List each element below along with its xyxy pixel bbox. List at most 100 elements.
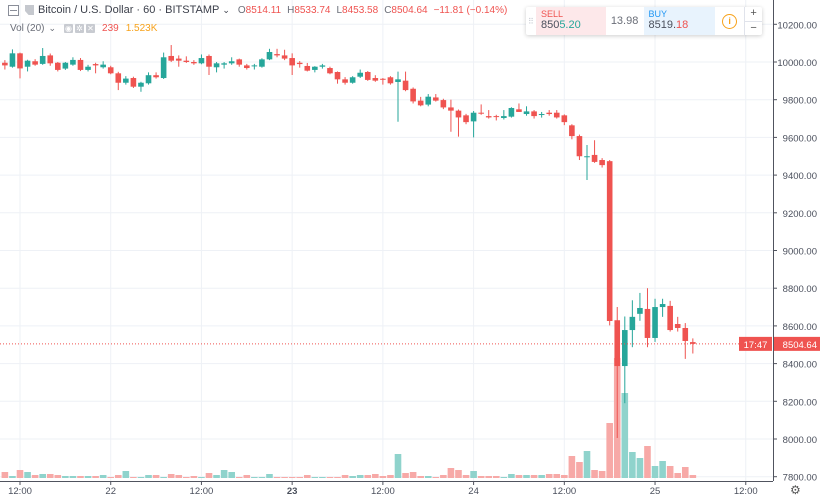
- price-tick-label: 10000.00: [777, 58, 817, 69]
- volume-bar: [251, 477, 258, 478]
- candle: [39, 48, 46, 65]
- candle-body: [191, 62, 197, 64]
- candle-body: [410, 88, 416, 102]
- candle-body: [402, 80, 409, 91]
- candle-body: [364, 71, 371, 80]
- volume-bar: [334, 477, 341, 478]
- drag-handle-icon[interactable]: ⠿: [528, 16, 534, 26]
- candle: [417, 96, 424, 107]
- time-tick-label: 12:00: [734, 486, 758, 496]
- close-icon[interactable]: ✕: [86, 24, 96, 33]
- info-button[interactable]: i: [715, 7, 744, 35]
- candle-body: [312, 66, 318, 70]
- candle-body: [55, 62, 61, 70]
- candle: [9, 49, 16, 68]
- candle: [682, 323, 689, 359]
- price-axis: [773, 0, 820, 496]
- volume-bar: [183, 477, 190, 478]
- buy-button[interactable]: BUY 8519.18: [643, 7, 716, 35]
- volume-bar: [16, 470, 24, 478]
- candle: [228, 57, 235, 65]
- candle: [107, 65, 114, 75]
- countdown-badge: [739, 336, 772, 351]
- candle-body: [629, 316, 636, 331]
- candle: [115, 71, 122, 91]
- volume-bar: [666, 466, 674, 478]
- volume-bar: [372, 474, 379, 478]
- candle: [637, 292, 643, 321]
- candle: [380, 78, 386, 85]
- volume-bar: [175, 475, 183, 478]
- candle: [175, 55, 182, 67]
- volume-bar: [545, 474, 553, 478]
- volume-bar: [440, 475, 447, 478]
- sell-button[interactable]: SELL 8505.20: [535, 7, 606, 35]
- candle-body: [160, 57, 167, 79]
- candle: [312, 66, 318, 73]
- decrease-quantity-button[interactable]: −: [750, 21, 757, 34]
- candle: [584, 144, 590, 181]
- symbol-icon: [25, 5, 34, 15]
- candle: [2, 60, 8, 70]
- candle: [561, 114, 568, 126]
- candle: [622, 316, 628, 404]
- settings-icon[interactable]: ✲: [75, 24, 85, 33]
- candle-body: [107, 67, 114, 74]
- volume-bar: [530, 475, 538, 478]
- volume-bar: [122, 471, 130, 478]
- volume-bar: [160, 477, 167, 478]
- volume-bar: [432, 477, 440, 478]
- candle: [32, 59, 38, 66]
- candle-body: [531, 111, 537, 117]
- candle: [198, 54, 205, 65]
- symbol-title[interactable]: Bitcoin / U.S. Dollar · 60 · BITSTAMP: [38, 4, 220, 16]
- candle: [289, 53, 295, 76]
- candle: [553, 110, 560, 119]
- volume-bar: [568, 456, 576, 478]
- candle: [55, 62, 61, 72]
- volume-bar: [273, 477, 281, 478]
- candle-body: [266, 52, 273, 60]
- candle: [47, 53, 54, 66]
- eye-icon[interactable]: ◉: [64, 24, 74, 33]
- candle-body: [417, 100, 424, 106]
- volume-bar: [508, 474, 515, 478]
- volume-bar: [92, 476, 99, 478]
- candle: [523, 106, 530, 116]
- volume-bar: [356, 475, 364, 478]
- volume-bar: [591, 470, 598, 478]
- candle-body: [553, 112, 560, 118]
- volume-bar: [485, 476, 493, 478]
- candle-body: [213, 63, 220, 68]
- candle: [259, 58, 265, 68]
- volume-ma-value: 1.523K: [125, 23, 158, 34]
- candle-body: [448, 107, 454, 111]
- candle-body: [637, 307, 643, 314]
- candle-body: [281, 55, 288, 59]
- candle: [470, 111, 477, 138]
- volume-bar: [553, 474, 561, 478]
- candle-body: [259, 59, 265, 67]
- volume-bar: [606, 423, 613, 478]
- settings-gear-icon[interactable]: ⚙: [790, 483, 801, 497]
- candle: [440, 98, 447, 110]
- candle-body: [569, 125, 575, 137]
- candle-body: [221, 63, 227, 65]
- volume-label[interactable]: Vol (20): [10, 23, 45, 34]
- increase-quantity-button[interactable]: +: [745, 7, 762, 22]
- candle-body: [228, 61, 235, 64]
- chevron-down-icon[interactable]: ⌄: [222, 4, 230, 15]
- candle-body: [130, 78, 137, 87]
- volume-bar: [651, 466, 659, 478]
- candle: [493, 114, 500, 121]
- candle-body: [70, 59, 76, 65]
- candle-body: [674, 324, 681, 328]
- candle: [236, 58, 243, 67]
- chevron-down-icon[interactable]: ⌄: [48, 23, 57, 33]
- candle-body: [516, 109, 522, 112]
- collapse-icon[interactable]: [8, 4, 19, 16]
- candle-body: [24, 60, 31, 67]
- time-tick-label: 12:00: [371, 486, 395, 496]
- candle: [674, 316, 681, 332]
